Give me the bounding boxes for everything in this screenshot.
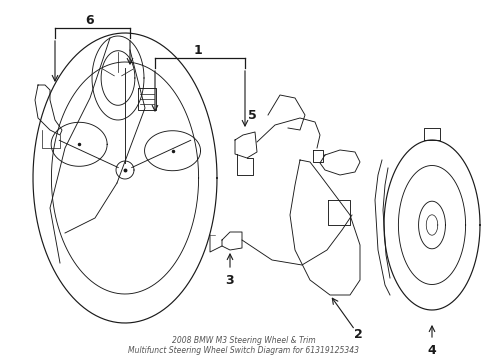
Text: 2: 2 xyxy=(353,328,362,342)
Text: 4: 4 xyxy=(427,343,435,356)
Text: 6: 6 xyxy=(85,14,94,27)
Text: 1: 1 xyxy=(193,44,202,57)
Text: 5: 5 xyxy=(247,108,256,122)
Text: 2008 BMW M3 Steering Wheel & Trim
Multifunct Steering Wheel Switch Diagram for 6: 2008 BMW M3 Steering Wheel & Trim Multif… xyxy=(128,336,359,355)
Text: 3: 3 xyxy=(225,274,234,287)
